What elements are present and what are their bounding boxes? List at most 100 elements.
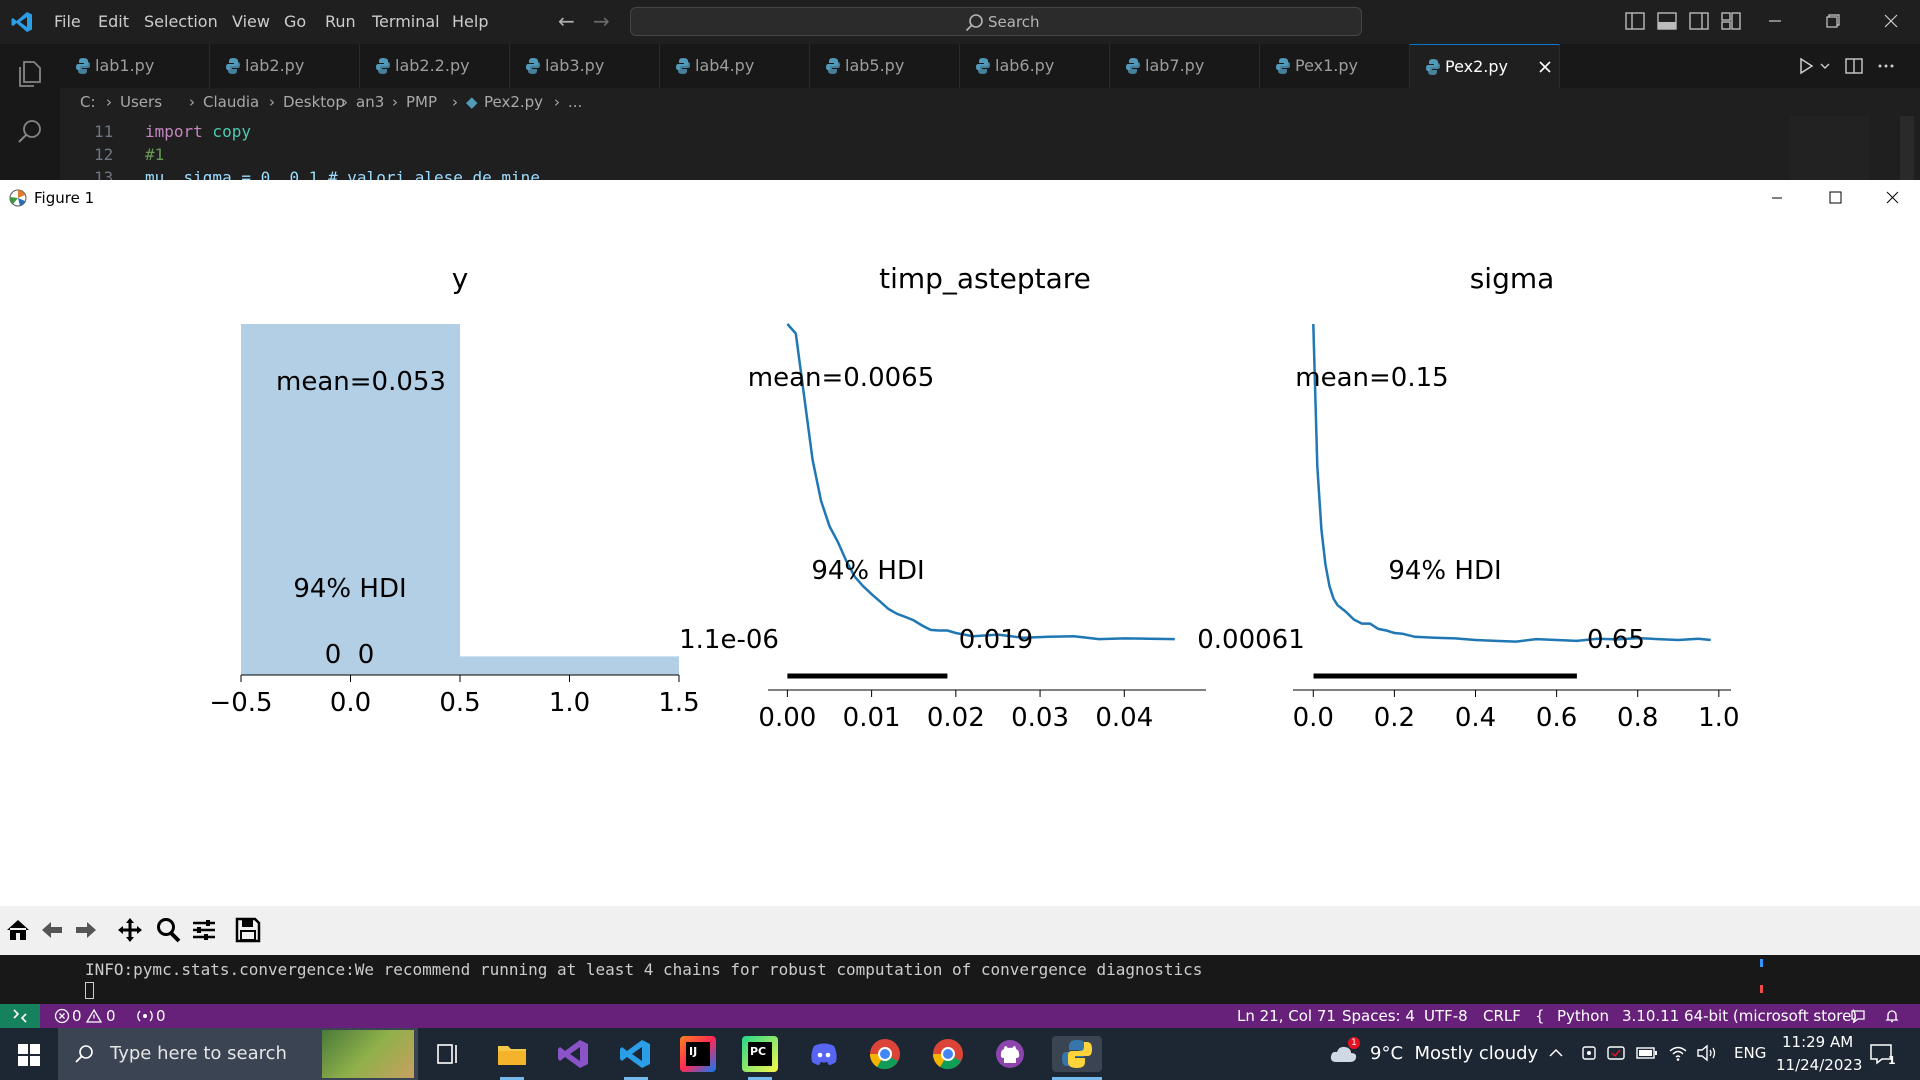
pycharm-icon[interactable]: PC	[742, 1036, 778, 1072]
language-mode[interactable]: Python	[1557, 1007, 1609, 1025]
warning-count[interactable]: 0	[106, 1007, 116, 1025]
figure-maximize-icon[interactable]	[1822, 188, 1848, 208]
taskbar-search-box[interactable]: Type here to search	[58, 1028, 418, 1080]
indentation[interactable]: Spaces: 4	[1342, 1007, 1415, 1025]
figure-close-icon[interactable]	[1880, 188, 1906, 208]
toggle-panel-icon[interactable]	[1654, 8, 1680, 34]
breadcrumb-item[interactable]: C:	[80, 93, 96, 111]
tab-lab2-py[interactable]: lab2.py	[210, 44, 360, 88]
toggle-primary-sidebar-icon[interactable]	[1622, 8, 1648, 34]
toggle-secondary-sidebar-icon[interactable]	[1686, 8, 1712, 34]
home-icon[interactable]	[4, 916, 32, 944]
file-explorer-icon[interactable]	[494, 1036, 530, 1072]
back-arrow-icon[interactable]	[38, 916, 66, 944]
tab-lab5-py[interactable]: lab5.py	[810, 44, 960, 88]
minimize-window-icon[interactable]	[1762, 8, 1788, 34]
configure-subplots-icon[interactable]	[190, 916, 218, 944]
menu-terminal[interactable]: Terminal	[372, 12, 440, 31]
wifi-icon[interactable]	[1668, 1044, 1688, 1062]
error-icon[interactable]	[54, 1008, 70, 1024]
figure-minimize-icon[interactable]	[1764, 188, 1790, 208]
chrome-profile-icon[interactable]	[930, 1036, 966, 1072]
tab-pex1-py[interactable]: Pex1.py	[1260, 44, 1410, 88]
menu-edit[interactable]: Edit	[98, 12, 129, 31]
tab-lab7-py[interactable]: lab7.py	[1110, 44, 1260, 88]
windows-start-icon[interactable]	[18, 1044, 40, 1066]
code-editor[interactable]: 11 import copy 12 #1 13 mu, sigma = 0, 0…	[60, 116, 1920, 187]
run-python-file-icon[interactable]	[1796, 56, 1816, 76]
tab-lab3-py[interactable]: lab3.py	[510, 44, 660, 88]
task-view-icon[interactable]	[436, 1042, 462, 1066]
input-language[interactable]: ENG	[1734, 1044, 1767, 1062]
clock-time[interactable]: 11:29 AM	[1782, 1033, 1854, 1051]
weather-text[interactable]: 9°C Mostly cloudy	[1370, 1043, 1539, 1064]
remote-indicator[interactable]	[0, 1004, 40, 1028]
explorer-icon[interactable]	[14, 58, 46, 90]
tab-lab6-py[interactable]: lab6.py	[960, 44, 1110, 88]
run-options-chevron-icon[interactable]	[1818, 56, 1832, 76]
close-window-icon[interactable]	[1878, 8, 1904, 34]
error-count[interactable]: 0	[72, 1007, 82, 1025]
tray-meet-now-icon[interactable]	[1606, 1044, 1626, 1062]
weather-cloud-icon[interactable]	[1328, 1040, 1360, 1066]
discord-icon[interactable]	[806, 1036, 842, 1072]
python-interpreter[interactable]: 3.10.11 64-bit (microsoft store)	[1622, 1007, 1858, 1025]
editor-scrollbar[interactable]	[1900, 116, 1914, 180]
tab-lab4-py[interactable]: lab4.py	[660, 44, 810, 88]
battery-icon[interactable]	[1636, 1046, 1658, 1060]
show-hidden-icons-chevron-icon[interactable]	[1548, 1046, 1564, 1060]
tray-app-icon[interactable]	[1580, 1044, 1598, 1062]
breadcrumb-item[interactable]: an3	[356, 93, 385, 111]
x-tick-label: 0.0	[330, 688, 371, 718]
breadcrumb-item[interactable]: Claudia	[203, 93, 260, 111]
intellij-idea-icon[interactable]: IJ	[680, 1036, 716, 1072]
feedback-icon[interactable]	[1849, 1008, 1867, 1024]
menu-selection[interactable]: Selection	[144, 12, 218, 31]
navigate-forward-icon[interactable]: →	[593, 9, 610, 33]
tab-lab1-py[interactable]: lab1.py	[60, 44, 210, 88]
close-tab-icon[interactable]	[1538, 60, 1552, 74]
terminal-panel[interactable]: INFO:pymc.stats.convergence:We recommend…	[0, 955, 1920, 1004]
tab-lab2-2-py[interactable]: lab2.2.py	[360, 44, 510, 88]
command-search-box[interactable]: Search	[630, 7, 1362, 36]
active-app-indicator	[1052, 1077, 1102, 1080]
volume-icon[interactable]	[1696, 1044, 1718, 1062]
github-desktop-icon[interactable]	[992, 1036, 1028, 1072]
breadcrumb-item[interactable]: Users	[120, 93, 163, 111]
tab-pex2-py[interactable]: Pex2.py	[1410, 44, 1560, 88]
clock-date[interactable]: 11/24/2023	[1776, 1056, 1863, 1074]
search-view-icon[interactable]	[14, 116, 46, 148]
notifications-bell-icon[interactable]	[1884, 1008, 1900, 1024]
split-editor-icon[interactable]	[1844, 56, 1864, 76]
chrome-icon[interactable]	[867, 1036, 903, 1072]
menu-view[interactable]: View	[232, 12, 270, 31]
more-actions-icon[interactable]	[1876, 56, 1896, 76]
customize-layout-icon[interactable]	[1718, 8, 1744, 34]
restore-window-icon[interactable]	[1820, 8, 1846, 34]
language-braces-icon[interactable]: {	[1535, 1007, 1545, 1025]
vscode-taskbar-icon[interactable]	[618, 1036, 654, 1072]
breadcrumb-item[interactable]: ...	[568, 93, 583, 111]
end-of-line[interactable]: CRLF	[1483, 1007, 1521, 1025]
python-figure-icon[interactable]	[1052, 1036, 1102, 1072]
warning-icon[interactable]	[86, 1008, 102, 1024]
forward-arrow-icon[interactable]	[72, 916, 100, 944]
menu-run[interactable]: Run	[325, 12, 356, 31]
breadcrumb-item[interactable]: Desktop	[283, 93, 345, 111]
navigate-back-icon[interactable]: ←	[558, 9, 575, 33]
breadcrumb-item[interactable]: PMP	[406, 93, 438, 111]
menu-file[interactable]: File	[54, 12, 81, 31]
encoding[interactable]: UTF-8	[1424, 1007, 1468, 1025]
ports-broadcast-icon[interactable]	[136, 1008, 154, 1024]
cursor-position[interactable]: Ln 21, Col 71	[1237, 1007, 1336, 1025]
menu-go[interactable]: Go	[284, 12, 307, 31]
menu-help[interactable]: Help	[452, 12, 489, 31]
zoom-icon[interactable]	[154, 916, 182, 944]
breadcrumb-item[interactable]: Pex2.py	[484, 93, 544, 111]
visual-studio-icon[interactable]	[556, 1036, 592, 1072]
minimap[interactable]	[1790, 116, 1870, 180]
notification-center-icon[interactable]	[1868, 1042, 1894, 1066]
ports-count[interactable]: 0	[156, 1007, 166, 1025]
save-figure-icon[interactable]	[234, 916, 262, 944]
pan-move-icon[interactable]	[116, 916, 144, 944]
